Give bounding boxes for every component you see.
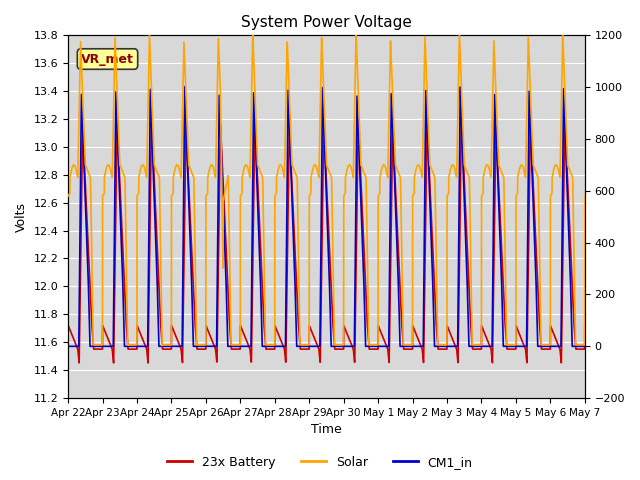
X-axis label: Time: Time — [311, 423, 342, 436]
Y-axis label: Volts: Volts — [15, 202, 28, 232]
Title: System Power Voltage: System Power Voltage — [241, 15, 412, 30]
Legend: 23x Battery, Solar, CM1_in: 23x Battery, Solar, CM1_in — [163, 451, 477, 474]
Text: VR_met: VR_met — [81, 52, 134, 66]
